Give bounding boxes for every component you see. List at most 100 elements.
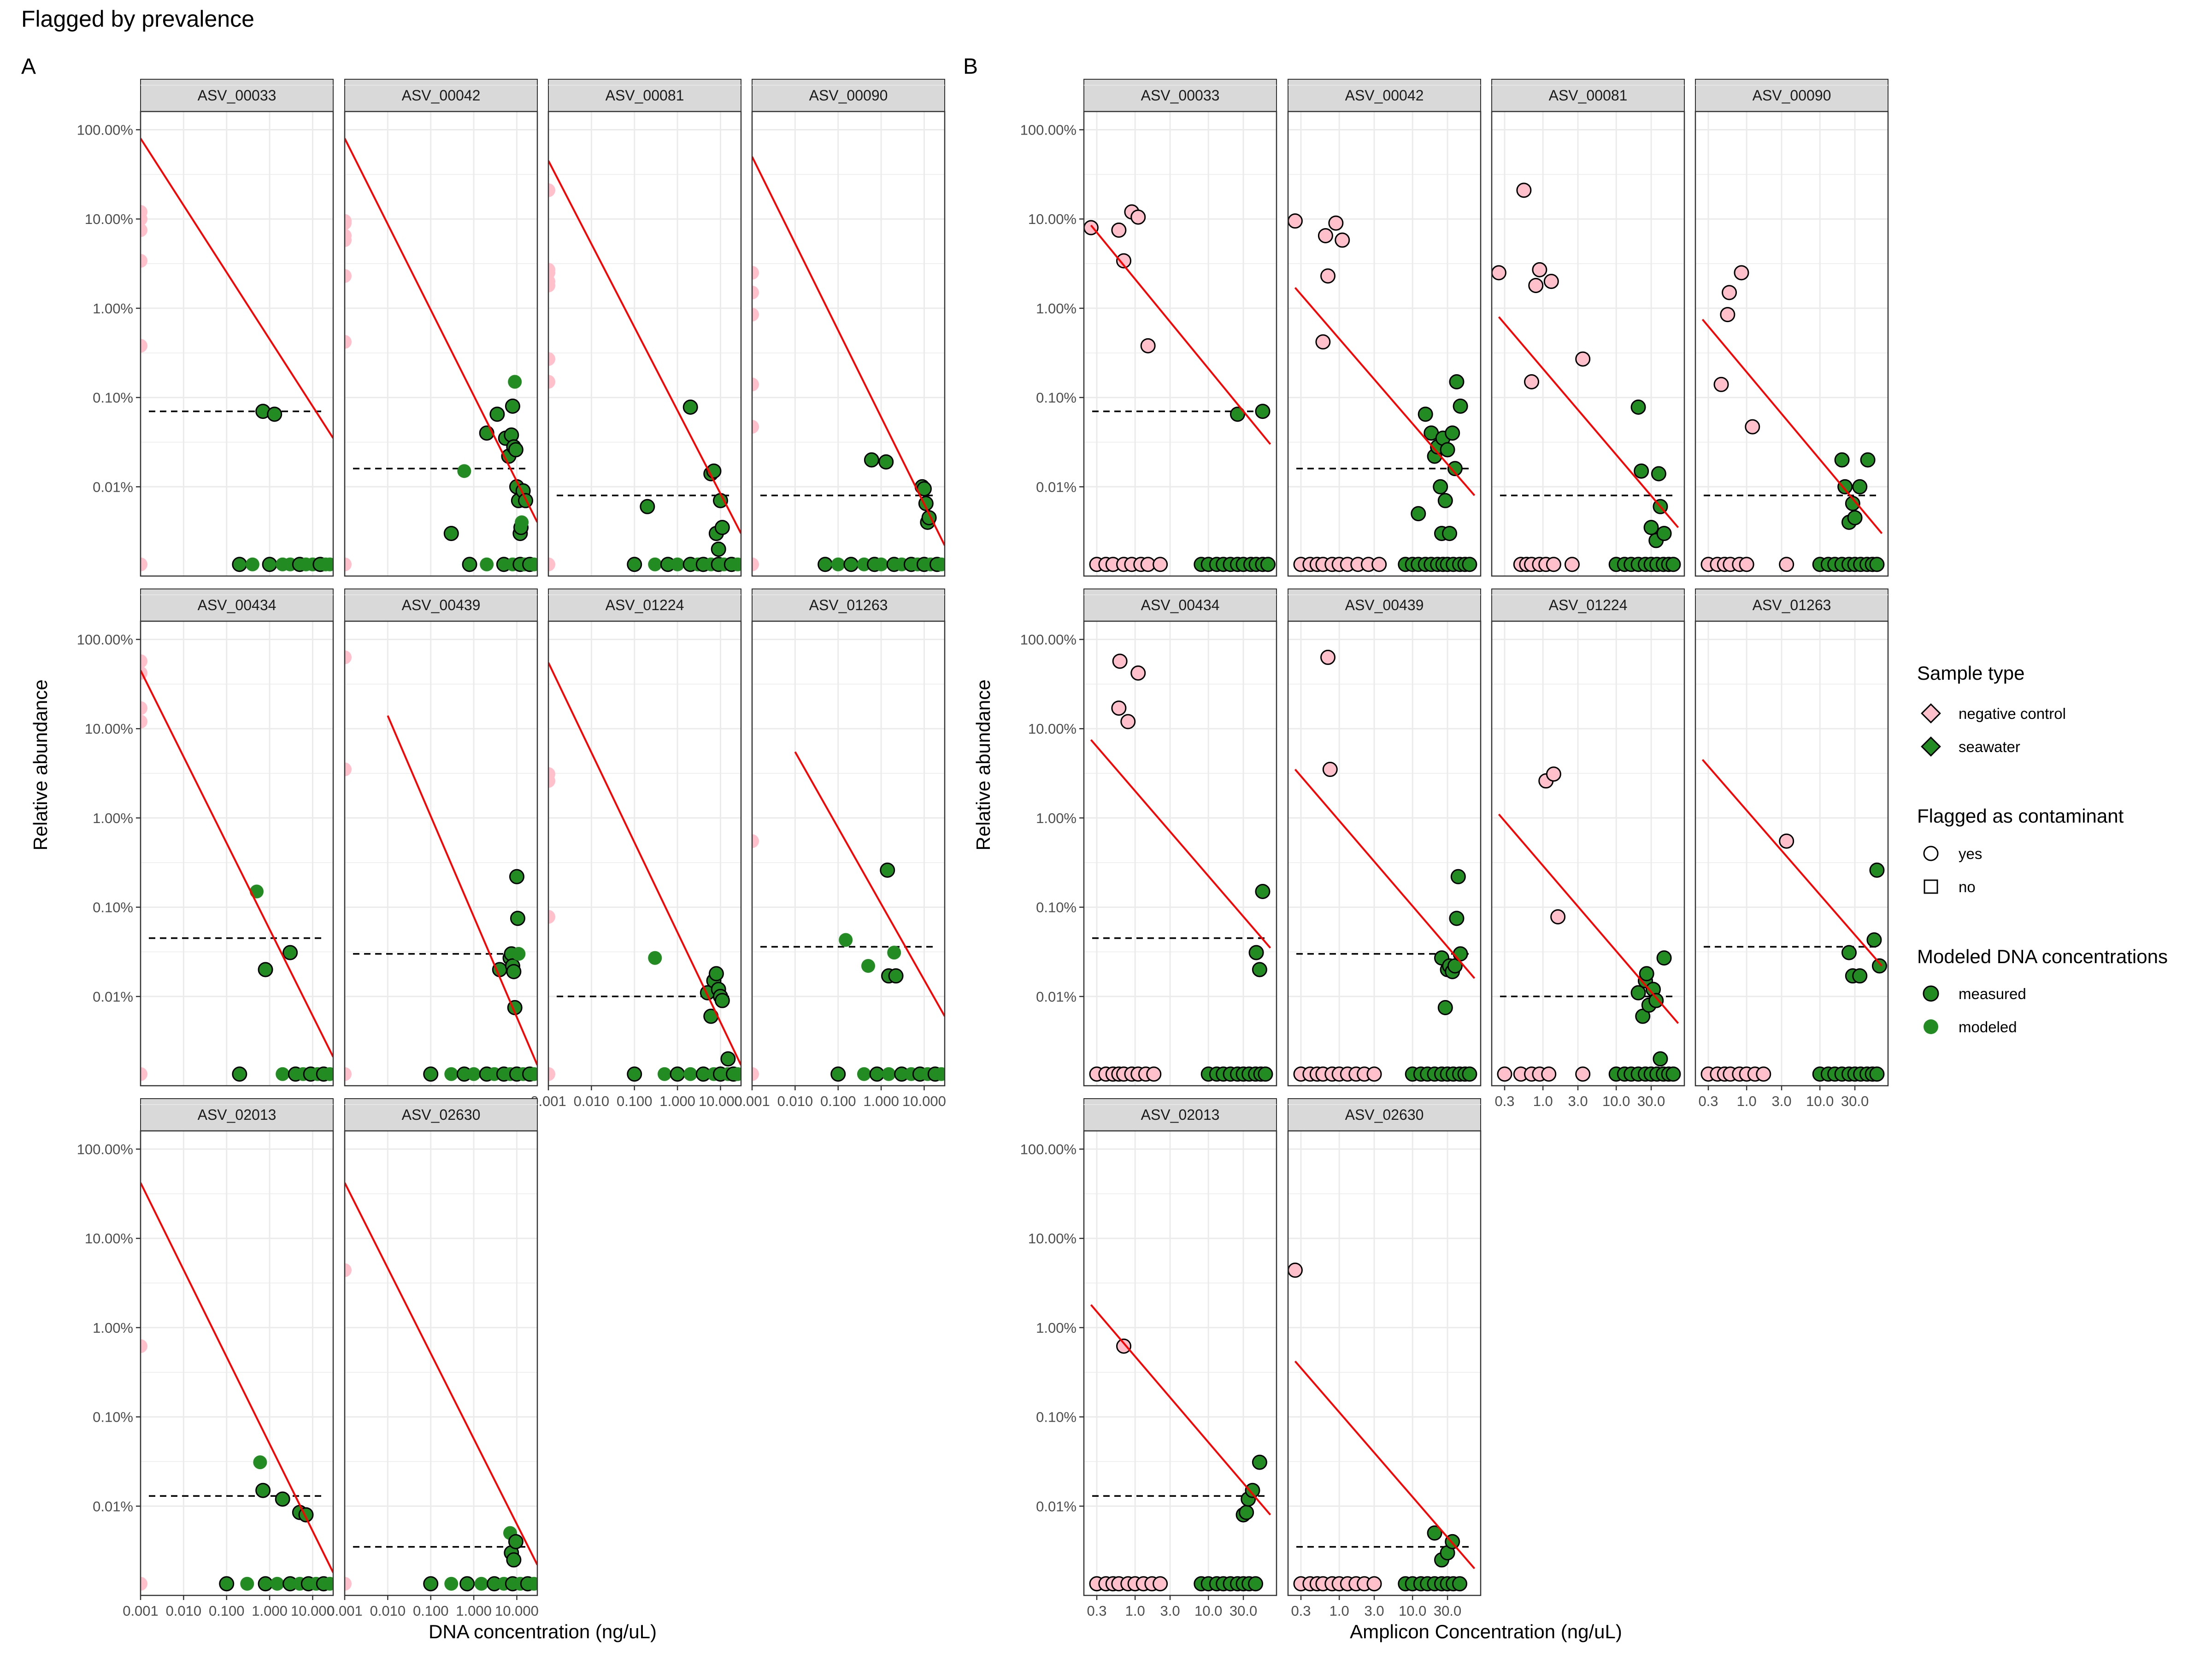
seawater-point-measured [232,557,247,572]
facet-plot-area [752,751,945,1082]
negative-control-point [1112,653,1128,669]
seawater-point-measured [255,1483,271,1498]
facet-plot-area [141,138,333,572]
negative-control-point [345,233,352,247]
seawater-point-measured [640,499,655,514]
facet-border [547,620,742,1087]
seawater-point-measured [1651,466,1666,482]
y-tick-label: 10.00% [1028,721,1077,737]
seawater-point-modeled [444,1067,459,1081]
legend-flagged-yes-label: yes [1959,845,1982,862]
facet-plot-area [141,654,333,1082]
negative-control-point [141,714,147,729]
y-tick-label: 0.01% [1036,1498,1077,1514]
seawater-point-measured [708,966,724,982]
seawater-point-measured [1834,452,1850,468]
facet-border [140,620,334,1087]
facet-asv_00081: ASV_00081 [1491,79,1685,577]
seawater-point-measured [510,911,525,926]
legend-modeled-key [1924,1019,1938,1034]
negative-control-point [1153,557,1168,572]
seawater-point-measured [1837,479,1853,494]
x-tick-label: 10.0 [1806,1093,1834,1109]
seawater-point-measured [506,1552,522,1568]
seawater-point-measured [509,869,524,884]
negative-control-point [141,666,147,680]
seawater-point-modeled [474,1577,488,1591]
legend: Sample type negative control seawater Fl… [1917,662,2168,1035]
legend-modeled-title: Modeled DNA concentrations [1917,946,2168,967]
negative-control-point [1516,182,1532,198]
facet-border [1083,620,1277,1087]
y-tick-label: 0.10% [93,1409,133,1425]
facet-asv_00042: ASV_00042 [344,79,538,577]
seawater-point-modeled [444,1577,459,1591]
x-tick-label: 0.3 [1698,1093,1718,1109]
y-tick-label: 100.00% [1020,122,1077,138]
negative-control-point [345,1067,352,1081]
negative-control-point [1779,833,1794,849]
seawater-point-measured [219,1576,235,1592]
seawater-point-measured [1450,869,1466,884]
negative-control-point [548,183,555,197]
seawater-point-measured [1445,425,1460,441]
facet-strip [548,79,741,112]
seawater-point-measured [712,493,728,508]
seawater-point-measured [508,442,524,458]
legend-modeled-label: modeled [1959,1018,2017,1035]
facet-label: ASV_02630 [1345,1106,1424,1123]
seawater-point-measured [505,398,520,414]
seawater-point-measured [1427,1525,1442,1541]
fit-line [345,138,537,523]
negative-control-point [548,1067,555,1081]
seawater-point-measured [462,557,477,572]
facet-plot-area [141,1182,333,1592]
negative-control-point [141,557,147,571]
facet-label: ASV_00081 [606,87,684,104]
negative-control-point [752,307,759,322]
facet-strip [548,588,741,622]
x-tick-label: 30.0 [1637,1093,1665,1109]
facet-strip [1288,1098,1481,1131]
seawater-point-modeled [323,557,333,571]
negative-control-point [1320,649,1336,665]
seawater-point-measured [1258,1066,1273,1082]
negative-control-point [1320,268,1336,284]
seawater-point-modeled [249,884,264,899]
facet-asv_01224: ASV_01224 0.3 1.0 3.0 10.0 30.0 [1491,588,1685,1109]
x-tick-label: 1.0 [1125,1603,1145,1619]
fit-line [794,751,945,1017]
seawater-point-measured [1440,442,1455,458]
legend-seawater-key [1921,736,1941,757]
seawater-point-modeled [657,1067,671,1081]
fit-line [1090,224,1271,445]
x-tick-label: 0.100 [209,1603,245,1619]
seawater-point-modeled [253,1455,267,1470]
facet-border [344,620,538,1087]
negative-control-point [141,339,147,353]
seawater-point-measured [1639,966,1654,982]
seawater-point-measured [830,1066,846,1082]
fit-line [1294,287,1476,496]
negative-control-point [1315,334,1331,350]
y-tick-label: 10.00% [1028,1230,1077,1247]
seawater-point-measured [275,1491,290,1507]
facet-asv_00042: ASV_00042 [1287,79,1482,577]
facet-label: ASV_01224 [606,597,684,613]
seawater-point-modeled [887,946,901,960]
x-tick-label: 0.100 [413,1603,449,1619]
negative-control-point [1575,1066,1591,1082]
facet-strip [1288,588,1481,622]
y-tick-label: 10.00% [1028,211,1077,227]
negative-control-point [141,223,147,237]
seawater-point-measured [627,557,642,572]
fit-line [1294,769,1476,979]
facet-plot-area [1288,1262,1476,1592]
negative-control-point [752,285,759,300]
x-tick-label: 1.000 [456,1603,492,1619]
x-tick-label: 0.010 [777,1093,813,1109]
facet-strip [1083,1098,1277,1131]
negative-control-point [1366,1066,1382,1082]
seawater-point-modeled [467,1067,481,1081]
x-tick-label: 0.001 [327,1603,363,1619]
